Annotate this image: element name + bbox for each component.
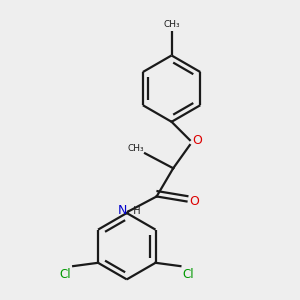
Text: O: O — [193, 134, 202, 146]
Text: CH₃: CH₃ — [163, 20, 180, 29]
Text: N: N — [117, 204, 127, 217]
Text: O: O — [189, 195, 199, 208]
Text: H: H — [127, 206, 140, 216]
Text: Cl: Cl — [60, 268, 71, 281]
Text: Cl: Cl — [182, 268, 194, 281]
Text: CH₃: CH₃ — [128, 144, 144, 153]
